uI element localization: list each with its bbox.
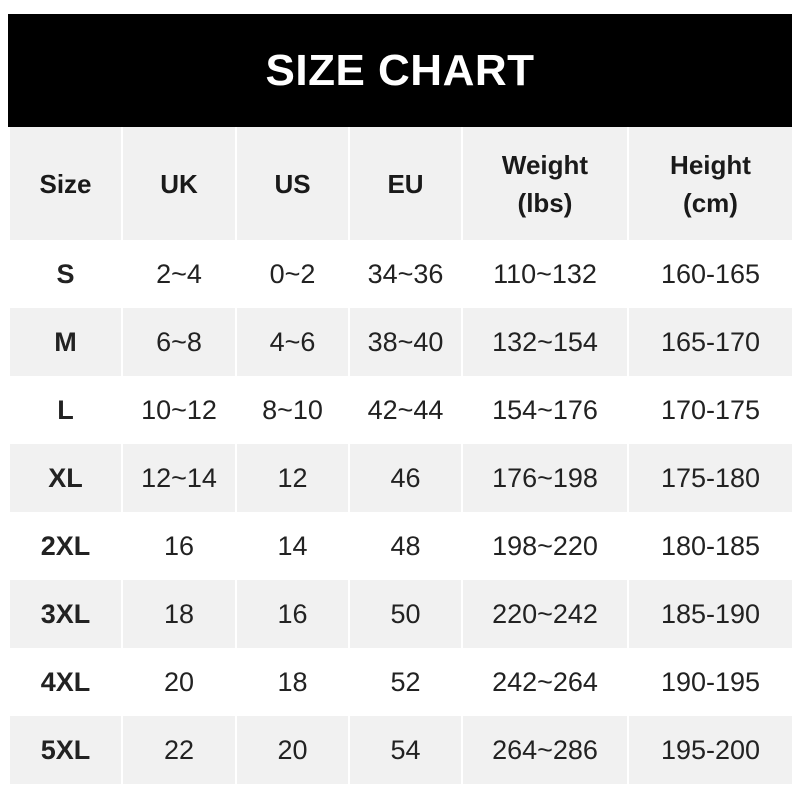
table-cell: 170-175 bbox=[627, 376, 794, 444]
size-label-cell: L bbox=[8, 376, 123, 444]
table-cell: 160-165 bbox=[627, 240, 794, 308]
table-cell: 10~12 bbox=[121, 376, 237, 444]
column-header: EU bbox=[348, 127, 463, 240]
table-cell: 54 bbox=[348, 716, 463, 784]
table-cell: 46 bbox=[348, 444, 463, 512]
column-header: US bbox=[235, 127, 350, 240]
size-label-cell: 2XL bbox=[8, 512, 123, 580]
size-chart-table: Size UK US EU Weight (lbs) Height (cm) S 2~4 0~… bbox=[8, 127, 794, 784]
table-cell: 264~286 bbox=[461, 716, 629, 784]
column-header: Weight (lbs) bbox=[461, 127, 629, 240]
size-label-cell: 5XL bbox=[8, 716, 123, 784]
table-cell: 12~14 bbox=[121, 444, 237, 512]
table-row: 5XL 22 20 54 264~286 195-200 bbox=[8, 716, 794, 784]
size-label-cell: 4XL bbox=[8, 648, 123, 716]
table-row: 4XL 20 18 52 242~264 190-195 bbox=[8, 648, 794, 716]
table-cell: 34~36 bbox=[348, 240, 463, 308]
table-row: S 2~4 0~2 34~36 110~132 160-165 bbox=[8, 240, 794, 308]
table-cell: 50 bbox=[348, 580, 463, 648]
table-row: 2XL 16 14 48 198~220 180-185 bbox=[8, 512, 794, 580]
table-cell: 38~40 bbox=[348, 308, 463, 376]
size-label-cell: XL bbox=[8, 444, 123, 512]
table-cell: 16 bbox=[121, 512, 237, 580]
size-label-cell: 3XL bbox=[8, 580, 123, 648]
header-row: Size UK US EU Weight (lbs) Height (cm) bbox=[8, 127, 794, 240]
table-cell: 2~4 bbox=[121, 240, 237, 308]
table-cell: 180-185 bbox=[627, 512, 794, 580]
table-cell: 6~8 bbox=[121, 308, 237, 376]
table-cell: 20 bbox=[235, 716, 350, 784]
column-header: UK bbox=[121, 127, 237, 240]
table-cell: 110~132 bbox=[461, 240, 629, 308]
table-cell: 52 bbox=[348, 648, 463, 716]
size-label-cell: M bbox=[8, 308, 123, 376]
table-cell: 12 bbox=[235, 444, 350, 512]
table-row: 3XL 18 16 50 220~242 185-190 bbox=[8, 580, 794, 648]
table-cell: 4~6 bbox=[235, 308, 350, 376]
table-cell: 198~220 bbox=[461, 512, 629, 580]
table-cell: 175-180 bbox=[627, 444, 794, 512]
table-cell: 154~176 bbox=[461, 376, 629, 444]
column-header: Size bbox=[8, 127, 123, 240]
table-cell: 42~44 bbox=[348, 376, 463, 444]
table-row: L 10~12 8~10 42~44 154~176 170-175 bbox=[8, 376, 794, 444]
table-cell: 8~10 bbox=[235, 376, 350, 444]
table-cell: 132~154 bbox=[461, 308, 629, 376]
table-cell: 185-190 bbox=[627, 580, 794, 648]
table-cell: 48 bbox=[348, 512, 463, 580]
table-cell: 18 bbox=[235, 648, 350, 716]
table-cell: 176~198 bbox=[461, 444, 629, 512]
table-cell: 242~264 bbox=[461, 648, 629, 716]
size-label-cell: S bbox=[8, 240, 123, 308]
table-cell: 16 bbox=[235, 580, 350, 648]
table-cell: 14 bbox=[235, 512, 350, 580]
table-cell: 22 bbox=[121, 716, 237, 784]
table-cell: 165-170 bbox=[627, 308, 794, 376]
table-cell: 220~242 bbox=[461, 580, 629, 648]
table-cell: 20 bbox=[121, 648, 237, 716]
table-cell: 190-195 bbox=[627, 648, 794, 716]
table-row: M 6~8 4~6 38~40 132~154 165-170 bbox=[8, 308, 794, 376]
table-row: XL 12~14 12 46 176~198 175-180 bbox=[8, 444, 794, 512]
column-header: Height (cm) bbox=[627, 127, 794, 240]
chart-title: SIZE CHART bbox=[8, 14, 792, 127]
table-cell: 195-200 bbox=[627, 716, 794, 784]
table-cell: 18 bbox=[121, 580, 237, 648]
table-cell: 0~2 bbox=[235, 240, 350, 308]
